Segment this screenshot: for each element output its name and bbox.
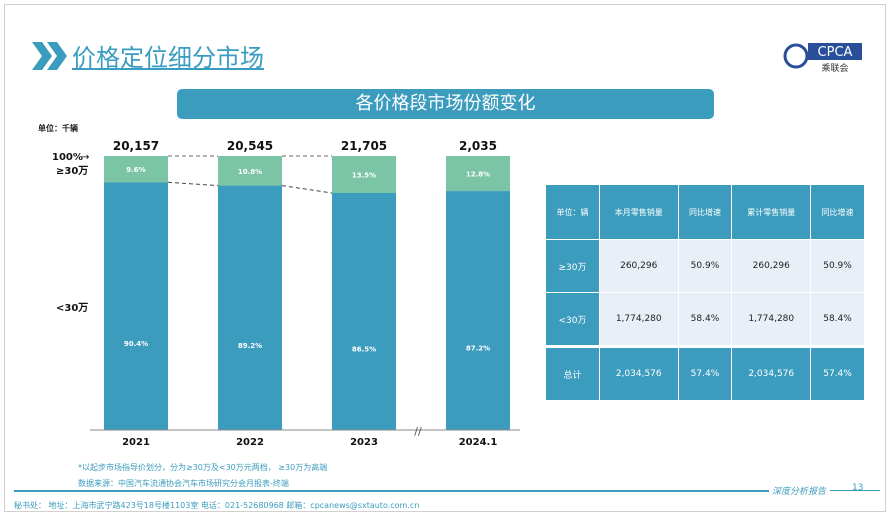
x-tick-label: 2023 xyxy=(350,437,378,448)
bar-segment-high xyxy=(332,156,396,193)
dashed-connector xyxy=(167,181,219,187)
data-label-high: 13.5% xyxy=(352,171,376,179)
cpca-logo: CPCA 乘联会 xyxy=(782,40,866,74)
top-label: 100% xyxy=(52,152,83,163)
dashed-connector xyxy=(281,185,333,194)
bar-segment-high xyxy=(104,156,168,183)
footer-line xyxy=(830,490,880,491)
footer-text: 秘书处： 地址：上海市武宁路423号18号楼1103室 电话：021-52680… xyxy=(14,501,420,510)
data-label-low: 87.2% xyxy=(466,345,490,353)
data-source: 数据来源：中国汽车流通协会汽车市场研究分会月报表-终端 xyxy=(78,479,289,488)
header-cell: 累计零售销量 xyxy=(731,184,812,240)
cell: 50.9% xyxy=(810,239,865,293)
data-label-high: 10.8% xyxy=(238,168,262,176)
unit-label: 单位：千辆 xyxy=(38,124,78,133)
row-label: 总计 xyxy=(545,345,600,401)
frame xyxy=(4,4,886,512)
table-row: ≥30万 260,296 50.9% 260,296 50.9% xyxy=(545,239,865,293)
cell: 260,296 xyxy=(598,239,679,293)
stacked-bar-chart: 9.6% 90.4% 20,157 2021 10.8% 89.2% 20,545 2022 1… xyxy=(52,139,520,448)
bar-segment-high xyxy=(446,156,510,192)
x-tick-label: 2022 xyxy=(236,437,264,448)
row-label: <30万 xyxy=(545,292,600,347)
data-label-low: 86.5% xyxy=(352,345,376,353)
bar-segment-low xyxy=(446,191,510,430)
page-number: 13 xyxy=(852,483,864,493)
table-row-total: 总计 2,034,576 57.4% 2,034,576 57.4% xyxy=(545,345,865,401)
total-label: 20,545 xyxy=(227,139,273,153)
bar-segment-low xyxy=(104,182,168,430)
cell: 2,034,576 xyxy=(598,345,679,401)
cell: 2,034,576 xyxy=(731,345,812,401)
table-header: 单位：辆 本月零售销量 同比增速 累计零售销量 同比增速 xyxy=(545,184,865,240)
data-label-low: 89.2% xyxy=(238,342,262,350)
cell: 1,774,280 xyxy=(731,292,812,347)
row-label: ≥30万 xyxy=(545,239,600,293)
total-label: 2,035 xyxy=(459,139,497,153)
header-cell: 单位：辆 xyxy=(545,184,600,240)
footnote: *以起步市场指导价划分，分为≥30万及<30万元两档， ≥30万为高端 xyxy=(78,463,328,472)
cell: 260,296 xyxy=(731,239,812,293)
total-label: 20,157 xyxy=(113,139,159,153)
total-label: 21,705 xyxy=(341,139,387,153)
cell: 58.4% xyxy=(677,292,733,347)
report-label: 深度分析报告 xyxy=(772,487,827,497)
svg-text:乘联会: 乘联会 xyxy=(821,62,848,74)
bar-segment-low xyxy=(218,185,282,430)
chevron-icon xyxy=(32,42,67,70)
legend-high: ≥30万 xyxy=(56,165,88,177)
sales-table: 单位：辆 本月零售销量 同比增速 累计零售销量 同比增速 ≥30万 260,29… xyxy=(545,184,865,401)
table-row: <30万 1,774,280 58.4% 1,774,280 58.4% xyxy=(545,292,865,347)
header-cell: 本月零售销量 xyxy=(598,184,679,240)
arrow-icon: → xyxy=(81,152,89,163)
cell: 57.4% xyxy=(810,345,865,401)
data-label-high: 12.8% xyxy=(466,171,490,179)
data-label-high: 9.6% xyxy=(126,166,145,174)
header-cell: 同比增速 xyxy=(810,184,865,240)
cell: 1,774,280 xyxy=(598,292,679,347)
page-title: 价格定位细分市场 xyxy=(72,44,264,72)
svg-text:CPCA: CPCA xyxy=(818,45,853,60)
chart-banner: 各价格段市场份额变化 xyxy=(177,89,714,119)
header-cell: 同比增速 xyxy=(677,184,733,240)
cell: 50.9% xyxy=(677,239,733,293)
footer-line xyxy=(14,490,769,492)
legend-low: <30万 xyxy=(56,302,88,314)
cell: 58.4% xyxy=(810,292,865,347)
axis-break-icon: // xyxy=(414,425,422,438)
data-label-low: 90.4% xyxy=(124,340,148,348)
x-tick-label: 2024.1 xyxy=(459,437,498,448)
x-tick-label: 2021 xyxy=(122,437,150,448)
cell: 57.4% xyxy=(677,345,733,401)
bar-segment-low xyxy=(332,192,396,430)
bar-segment-high xyxy=(218,156,282,186)
